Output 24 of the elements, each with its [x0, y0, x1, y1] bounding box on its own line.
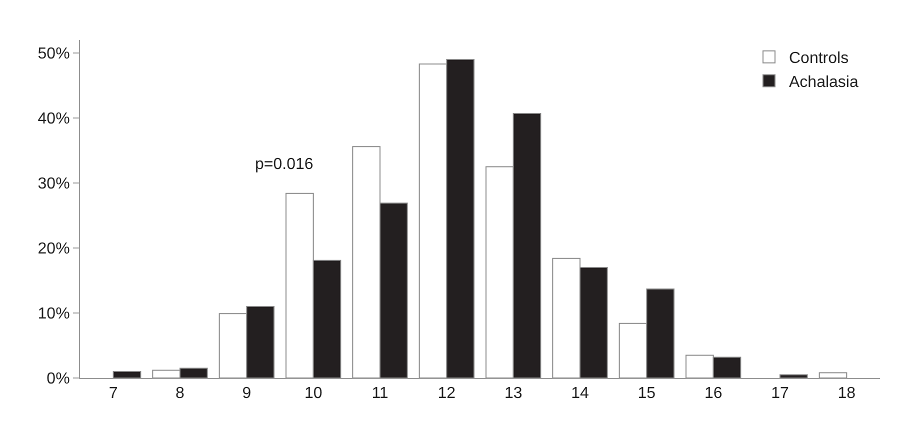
x-tick-label: 15 — [638, 385, 656, 402]
y-tick-label: 10% — [38, 306, 70, 323]
x-tick-label: 10 — [304, 385, 322, 402]
y-tick-label: 40% — [38, 110, 70, 128]
x-tick-label: 18 — [838, 385, 856, 402]
x-tick-label: 16 — [704, 385, 722, 402]
x-tick-label: 17 — [771, 385, 789, 402]
legend-label: Controls — [789, 50, 849, 68]
annotation: p=0.016 — [255, 156, 314, 173]
x-tick-label: 7 — [108, 385, 118, 402]
y-tick-label: 0% — [46, 370, 70, 388]
bar — [818, 372, 848, 378]
x-tick-label: 8 — [176, 385, 185, 402]
x-tick-label: 12 — [438, 385, 456, 402]
y-tick-label: 50% — [38, 46, 70, 63]
x-tick-label: 13 — [504, 385, 522, 402]
y-tick-label: 20% — [38, 240, 70, 258]
bar — [780, 374, 808, 378]
legend-label: Achalasia — [789, 74, 858, 91]
bar — [112, 371, 142, 378]
y-tick-label: 30% — [38, 176, 70, 193]
x-tick-label: 14 — [571, 385, 589, 402]
x-tick-label: 9 — [242, 385, 252, 402]
x-tick-label: 11 — [372, 385, 388, 402]
